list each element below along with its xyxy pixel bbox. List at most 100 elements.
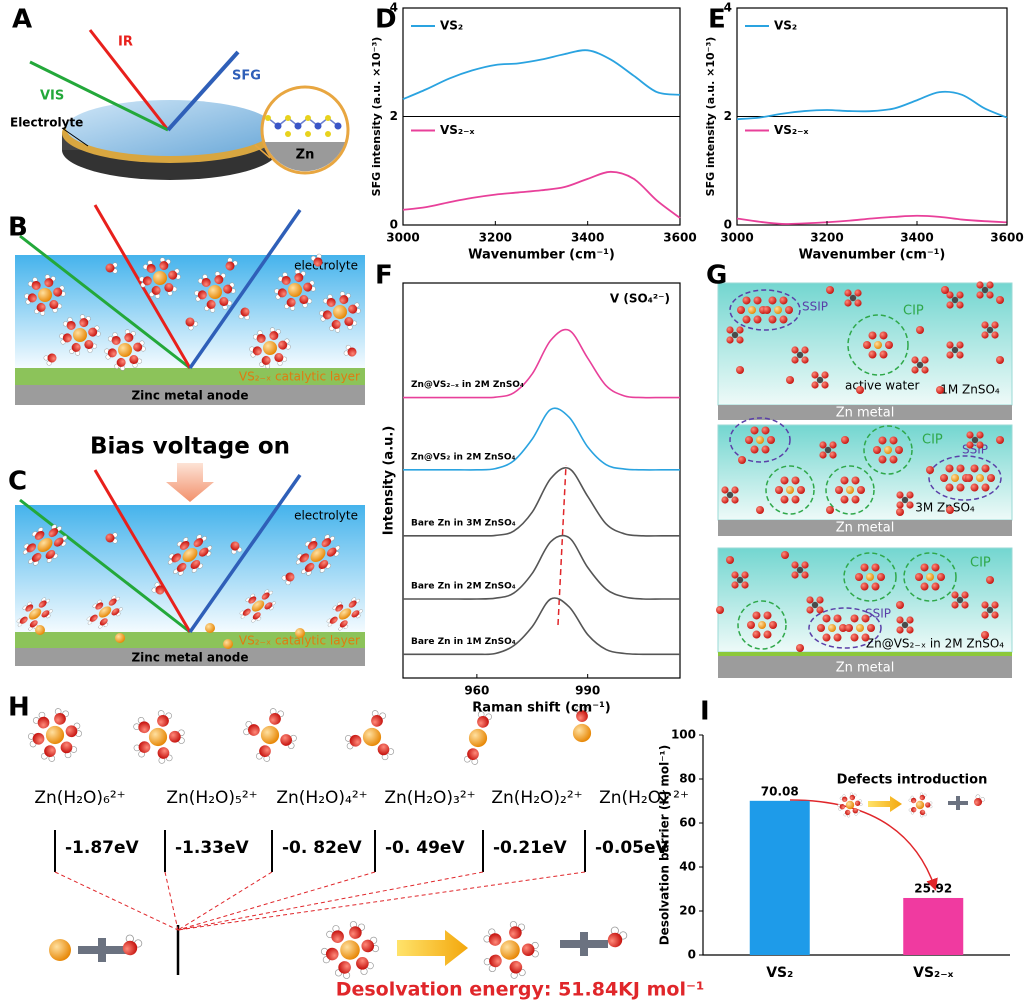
o-atom: [970, 483, 979, 492]
o-atom: [325, 947, 339, 961]
water: [157, 747, 173, 764]
water: [185, 317, 199, 331]
s-atom: [285, 131, 291, 137]
o-atom: [966, 431, 974, 439]
o-atom: [889, 455, 898, 464]
sulfate: [981, 601, 999, 619]
plus: [78, 938, 126, 962]
cip-ring: [765, 465, 815, 515]
vis-label: VIS: [40, 89, 64, 104]
zn-ion: [846, 486, 854, 494]
water: [92, 599, 104, 610]
water: [521, 941, 539, 958]
ssip-label: SSIP: [802, 300, 828, 314]
zn-ion: [915, 800, 925, 810]
water: [919, 792, 927, 801]
water: [338, 620, 349, 631]
o-atom: [797, 486, 805, 494]
water: [129, 355, 142, 368]
ssip-ring: [729, 289, 801, 331]
panel-label: A: [12, 5, 32, 35]
o-atom: [371, 715, 383, 727]
o-atom: [303, 282, 313, 292]
water: [167, 553, 182, 565]
water: [86, 614, 98, 625]
panel-a: IR VIS SFG Electrolyte Zn: [10, 29, 350, 180]
o-atom: [252, 346, 262, 356]
water: [973, 794, 985, 807]
o-atom: [981, 321, 989, 329]
water: [946, 506, 954, 514]
water: [176, 537, 190, 550]
o-atom: [53, 287, 63, 297]
bias-arrow: [166, 463, 214, 502]
water: [738, 456, 746, 464]
o-atom: [71, 342, 81, 352]
o-atom: [844, 809, 851, 816]
s-atom: [916, 361, 924, 369]
o-atom: [861, 633, 870, 642]
o-atom: [111, 608, 120, 616]
energy-label: -1.33eV: [175, 838, 250, 858]
zn-ion: [338, 608, 352, 620]
water: [281, 572, 295, 586]
water: [84, 340, 97, 353]
o-atom: [806, 596, 814, 604]
hydrated-ion: [483, 921, 539, 979]
water: [198, 545, 213, 557]
water: [301, 562, 315, 576]
series-line: [403, 534, 680, 600]
o-atom: [607, 932, 623, 948]
water: [269, 708, 284, 725]
o-atom: [822, 633, 831, 642]
zn-ion: [153, 271, 167, 285]
o-atom: [973, 797, 983, 807]
o-atom: [277, 288, 287, 298]
panel-g: Zn metal SSIP CIP active water 1M ZnSO₄ …: [716, 281, 1013, 678]
zn-ion: [758, 621, 766, 629]
water: [261, 589, 273, 600]
o-atom: [44, 745, 56, 757]
water: [41, 609, 53, 619]
series-label: Bare Zn in 3M ZnSO₄: [411, 518, 516, 528]
o-atom: [945, 464, 954, 473]
o-atom: [921, 366, 929, 374]
o-atom: [878, 455, 887, 464]
ssip-ring: [729, 417, 791, 463]
o-atom: [851, 476, 860, 485]
zn-ion: [786, 486, 794, 494]
defect-arrow: [868, 796, 902, 812]
ion-cluster: [915, 563, 945, 591]
o-atom: [304, 562, 315, 572]
o-atom: [806, 606, 814, 614]
water: [108, 332, 121, 345]
energy-link: [177, 871, 586, 931]
o-atom: [896, 626, 904, 634]
x-tick-label: 3600: [990, 231, 1023, 245]
o-atom: [817, 624, 825, 632]
o-atom: [731, 571, 739, 579]
water: [356, 957, 374, 975]
o-atom: [48, 528, 59, 538]
zn-ion: [208, 285, 222, 299]
hydrated-ion: [319, 291, 361, 333]
x-tick-label: 3200: [479, 231, 512, 245]
series-label: Bare Zn in 1M ZnSO₄: [411, 637, 516, 647]
bar: [903, 897, 964, 955]
o-atom: [171, 553, 182, 563]
zn-ion: [333, 305, 347, 319]
o-atom: [38, 600, 47, 608]
water: [781, 551, 789, 559]
electrolyte-label: electrolyte: [294, 259, 358, 273]
hydrated-ion: [133, 710, 185, 764]
water: [299, 295, 312, 308]
energy-link: [177, 871, 376, 931]
legend-label: VS₂₋ₓ: [774, 123, 809, 137]
legend-label: VS₂: [774, 19, 797, 33]
zn-ion: [45, 725, 65, 745]
o-atom: [822, 614, 831, 623]
vs2-lattice: [265, 115, 342, 137]
o-atom: [840, 495, 849, 504]
o-atom: [338, 961, 351, 974]
ssip-label: SSIP: [865, 607, 891, 621]
